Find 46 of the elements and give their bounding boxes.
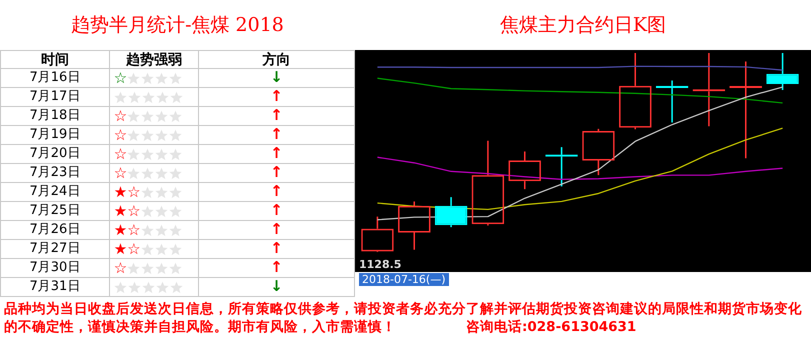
text: 7月18日 <box>0 106 110 126</box>
candlestick <box>766 52 799 91</box>
text: 7月17日 <box>0 88 110 106</box>
text: 7月23日 <box>0 164 110 182</box>
text: ↑ <box>270 202 283 219</box>
text: 时间 <box>0 50 110 68</box>
text: ↑ <box>270 164 283 181</box>
text: 趋势半月统计-焦煤 2018 <box>70 13 285 38</box>
candlestick <box>434 196 468 228</box>
text: ★☆ <box>114 183 141 201</box>
text: 7月26日 <box>0 220 110 240</box>
text: ↑ <box>270 126 283 143</box>
text: ↑ <box>270 88 283 105</box>
text: 7月20日 <box>0 144 110 164</box>
text: ↓ <box>270 278 283 295</box>
text: 7月25日 <box>0 202 110 220</box>
text: 7月24日 <box>0 182 110 202</box>
text: 品种均为当日收盘后发送次日信息，所有策略仅供参考，请投资者务必充分了解并评估期货投资咨询建议的局限性和期货市场变化的不确定性，谨慎决策并自担风险。期市有风险，入市需谨慎！ 咨询电话:028-61304631 <box>4 300 803 336</box>
text: ☆ <box>114 69 128 87</box>
text: ☆ <box>114 164 128 182</box>
text: ★☆ <box>114 202 141 220</box>
text: ☆ <box>114 259 128 277</box>
text: ↑ <box>270 240 283 257</box>
text: ★☆ <box>114 240 141 258</box>
text: ☆ <box>114 126 128 144</box>
text: 1128.5 <box>359 258 402 271</box>
text: ↓ <box>270 68 283 86</box>
candlestick <box>656 80 688 124</box>
text: ↑ <box>270 220 283 238</box>
text: ☆ <box>114 107 128 125</box>
text: 方向 <box>198 50 354 68</box>
text: ★☆ <box>114 221 141 239</box>
text: 7月19日 <box>0 126 110 144</box>
candlestick <box>730 60 762 160</box>
text: 趋势强弱 <box>109 50 199 68</box>
text: ↑ <box>270 258 283 276</box>
text: 7月30日 <box>0 258 110 278</box>
text: ↑ <box>270 144 283 162</box>
text: ↑ <box>270 182 283 200</box>
text: ☆ <box>114 145 128 163</box>
text: 2018-07-16(—) <box>358 272 450 287</box>
text: 7月16日 <box>0 68 110 88</box>
text: ↑ <box>270 106 283 124</box>
text: 7月31日 <box>0 278 110 296</box>
text: 7月27日 <box>0 240 110 258</box>
chart-title: 焦煤主力合约日K图 <box>498 13 668 38</box>
